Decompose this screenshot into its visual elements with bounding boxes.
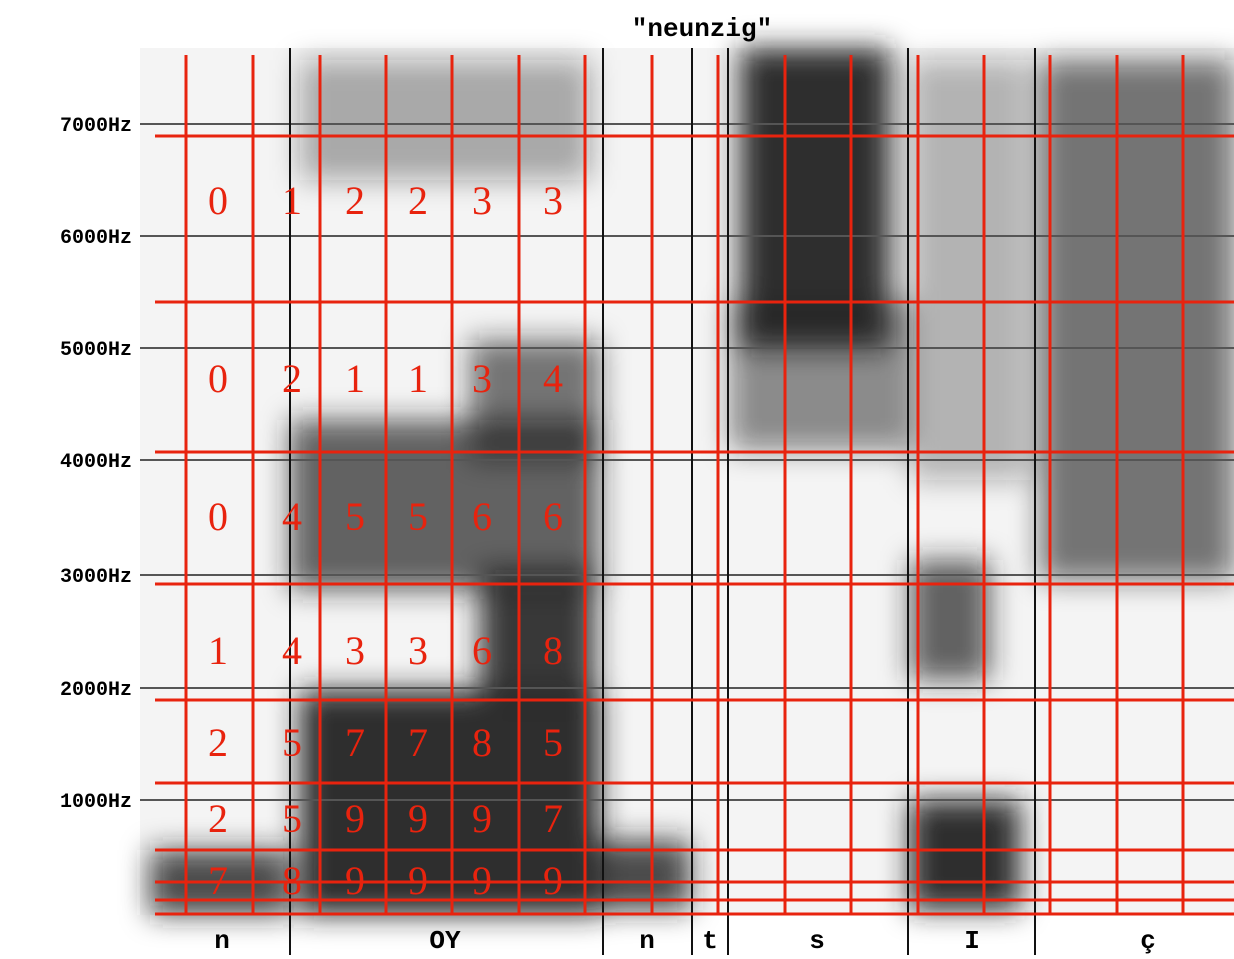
cell-value: 4 — [543, 356, 563, 401]
cell-value: 7 — [543, 796, 563, 841]
cell-value: 4 — [282, 494, 302, 539]
cell-value: 2 — [208, 720, 228, 765]
cell-value: 2 — [208, 796, 228, 841]
segment-label: OY — [429, 926, 461, 956]
cell-value: 8 — [543, 628, 563, 673]
cell-value: 9 — [408, 796, 428, 841]
cell-value: 9 — [472, 858, 492, 903]
cell-value: 5 — [345, 494, 365, 539]
spectrogram — [140, 48, 1234, 955]
red-grid — [155, 55, 1234, 916]
y-axis-label: 2000Hz — [60, 679, 132, 702]
cell-value: 6 — [472, 628, 492, 673]
labels: 7000Hz6000Hz5000Hz4000Hz3000Hz2000Hz1000… — [60, 115, 1156, 956]
y-axis-label: 1000Hz — [60, 791, 132, 814]
y-axis-label: 3000Hz — [60, 566, 132, 589]
cell-value: 3 — [408, 628, 428, 673]
cell-value: 5 — [282, 720, 302, 765]
cell-value: 9 — [543, 858, 563, 903]
segment-label: t — [702, 926, 718, 956]
y-axis-label: 7000Hz — [60, 115, 132, 138]
cell-value: 0 — [208, 178, 228, 223]
cell-value: 0 — [208, 356, 228, 401]
cell-value: 3 — [345, 628, 365, 673]
segment-label: n — [639, 926, 655, 956]
cell-value: 3 — [472, 178, 492, 223]
segment-label: n — [214, 926, 230, 956]
cell-value: 1 — [408, 356, 428, 401]
cell-value: 6 — [543, 494, 563, 539]
y-axis-label: 4000Hz — [60, 451, 132, 474]
cell-value: 3 — [472, 356, 492, 401]
cell-value: 9 — [408, 858, 428, 903]
cell-value: 2 — [345, 178, 365, 223]
cell-value: 2 — [282, 356, 302, 401]
y-axis-label: 5000Hz — [60, 339, 132, 362]
cell-value: 3 — [543, 178, 563, 223]
segment-label: I — [964, 926, 980, 956]
cell-value: 5 — [282, 796, 302, 841]
cell-value: 8 — [282, 858, 302, 903]
cell-value: 5 — [408, 494, 428, 539]
cell-value: 9 — [345, 796, 365, 841]
segment-label: s — [809, 926, 825, 956]
cell-value: 1 — [282, 178, 302, 223]
cell-value: 2 — [408, 178, 428, 223]
cell-value: 8 — [472, 720, 492, 765]
cell-value: 6 — [472, 494, 492, 539]
title: "neunzig" — [632, 14, 772, 44]
cell-value: 7 — [345, 720, 365, 765]
cell-value: 1 — [208, 628, 228, 673]
cell-value: 5 — [543, 720, 563, 765]
cell-value: 4 — [282, 628, 302, 673]
segment-label: ç — [1140, 926, 1156, 956]
cell-value: 9 — [472, 796, 492, 841]
cell-value: 1 — [345, 356, 365, 401]
y-axis-label: 6000Hz — [60, 227, 132, 250]
cell-value: 7 — [408, 720, 428, 765]
cell-value: 9 — [345, 858, 365, 903]
cell-value: 0 — [208, 494, 228, 539]
cell-value: 7 — [208, 858, 228, 903]
